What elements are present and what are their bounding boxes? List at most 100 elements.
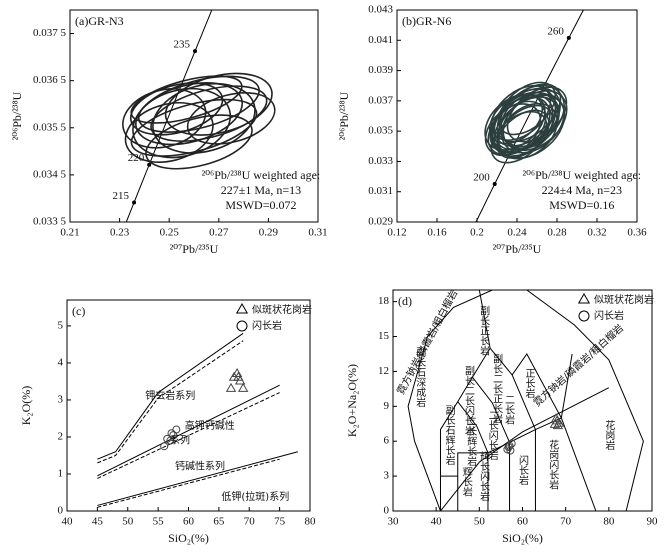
y-tick-label: 0.043 (368, 4, 393, 16)
boundary-line (511, 353, 573, 420)
boundary-line (472, 376, 511, 443)
error-ellipse (130, 75, 243, 124)
field-label: 二长岩 (503, 395, 515, 426)
annotation: ²⁰⁶Pb/²³⁸U weighted age: (522, 168, 641, 182)
boundary-line (478, 290, 491, 349)
y-tick-label: 0.037 (368, 94, 393, 106)
x-axis-label: ²⁰⁷Pb/²³⁵U (170, 242, 219, 256)
y-axis-label: ²⁰⁶Pb/²³⁸U (10, 91, 24, 140)
field-label: 辉长岩 (460, 467, 472, 498)
y-tick-label: 0.036 5 (33, 74, 67, 86)
y-tick-label: 5 (58, 319, 64, 331)
triangle-point (225, 382, 237, 392)
plot-area (97, 332, 298, 508)
x-tick-label: 70 (244, 516, 256, 528)
y-tick-label: 3 (384, 470, 390, 482)
x-tick-label: 65 (213, 516, 225, 528)
circle-point (506, 446, 515, 455)
x-tick-label: 0.16 (427, 227, 447, 239)
y-axis-label: K₂O+Na₂O(%) (345, 364, 359, 437)
y-tick-label: 0.034 5 (33, 168, 67, 180)
x-tick-label: 60 (517, 516, 529, 528)
plot-area (122, 10, 276, 222)
boundary-line (457, 417, 562, 477)
age-marker (132, 200, 137, 205)
y-tick-label: 0.039 (368, 64, 393, 76)
y-tick-label: 15 (378, 330, 390, 342)
legend-symbol (235, 303, 249, 314)
error-ellipse (145, 114, 253, 170)
x-tick-label: 40 (431, 516, 443, 528)
legend-symbol (578, 310, 590, 322)
x-axis-label: ²⁰⁷Pb/²³⁵U (493, 242, 542, 256)
annotation: 224±4 Ma, n=23 (542, 183, 622, 197)
panel-title: (b)GR-N6 (402, 14, 451, 28)
plot-area (407, 290, 644, 511)
boundary-line (97, 384, 280, 477)
boundary-line (440, 475, 459, 511)
error-ellipse (506, 86, 568, 143)
boundary-line (489, 347, 536, 430)
age-label: 260 (547, 25, 564, 37)
frame (69, 9, 319, 223)
x-tick-label: 50 (122, 516, 134, 528)
y-tick-label: 9 (384, 400, 390, 412)
x-tick-label: 0.24 (507, 227, 527, 239)
x-tick-label: 0.27 (209, 227, 229, 239)
error-ellipse (500, 92, 560, 150)
error-ellipse (493, 96, 559, 157)
y-tick-label: 18 (378, 295, 390, 307)
y-tick-label: 0.037 5 (33, 27, 67, 39)
field-label: 正长岩 (523, 368, 535, 399)
x-tick-label: 60 (183, 516, 195, 528)
legend-symbol (577, 293, 591, 304)
boundary-line (560, 417, 597, 511)
x-tick-label: 0.2 (470, 227, 484, 239)
y-tick-label: 0.035 (368, 125, 393, 137)
triangle-point (237, 382, 249, 392)
panel-title: (d) (398, 294, 412, 308)
legend-symbol (236, 320, 248, 332)
y-tick-label: 0.031 (368, 185, 393, 197)
error-ellipse (186, 92, 276, 145)
field-label: 副长正长岩 (478, 306, 490, 357)
field-label: 副长二长正长岩 (491, 354, 503, 425)
x-tick-label: 0.32 (587, 227, 606, 239)
plot-area (475, 10, 584, 222)
x-tick-label: 80 (603, 516, 615, 528)
legend-label: 闪长岩 (594, 309, 624, 322)
boundary-line (440, 387, 610, 511)
annotation: MSWD=0.16 (549, 198, 614, 212)
boundary-line (457, 401, 489, 454)
error-ellipse (498, 102, 558, 160)
legend-label: 似斑状花岗岩 (252, 303, 312, 316)
circle-point (172, 425, 181, 434)
error-ellipse (130, 98, 258, 157)
y-tick-label: 4 (58, 356, 64, 368)
error-ellipse (491, 91, 557, 153)
boundary-line (97, 451, 298, 506)
age-marker (566, 35, 571, 40)
x-tick-label: 0.29 (259, 227, 279, 239)
x-tick-label: 40 (62, 516, 74, 528)
error-ellipse (152, 82, 256, 154)
concordia-curve (475, 10, 584, 222)
circle-point (163, 434, 172, 443)
field-label: 辉长闪长岩 (478, 451, 490, 502)
x-tick-label: 55 (153, 516, 165, 528)
field-label: 钙碱性系列 (175, 460, 225, 473)
x-tick-label: 70 (560, 516, 572, 528)
triangle-point (233, 371, 244, 381)
field-label: 二长辉长岩 (465, 416, 477, 467)
x-tick-label: 30 (388, 516, 400, 528)
annotation: MSWD=0.072 (225, 198, 296, 212)
triangle-point (552, 420, 564, 430)
x-tick-label: 0.23 (110, 227, 130, 239)
x-tick-label: 0.21 (60, 227, 79, 239)
y-axis-label: K₂O(%) (19, 386, 33, 426)
y-tick-label: 1 (58, 468, 64, 480)
y-axis-label: ²⁰⁶Pb/²³⁸U (337, 91, 351, 140)
age-label: 215 (113, 190, 130, 202)
field-label: 闪长岩 (517, 454, 529, 486)
boundary-line (439, 347, 491, 511)
